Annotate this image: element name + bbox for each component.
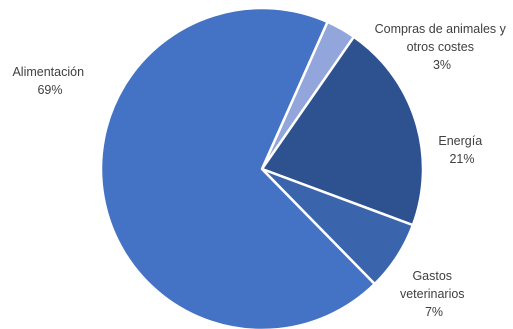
pie-slice-alimentacion [99,6,376,329]
pie-slice-energia [260,35,425,227]
slice-label-gastos: Gastos veterinarios 7% [400,269,468,319]
pie-slices [99,6,425,329]
slice-label-alimentacion: Alimentación 69% [12,65,87,97]
slice-label-energia: Energía 21% [438,134,485,166]
slice-label-compras: Compras de animales y otros costes 3% [375,22,510,72]
